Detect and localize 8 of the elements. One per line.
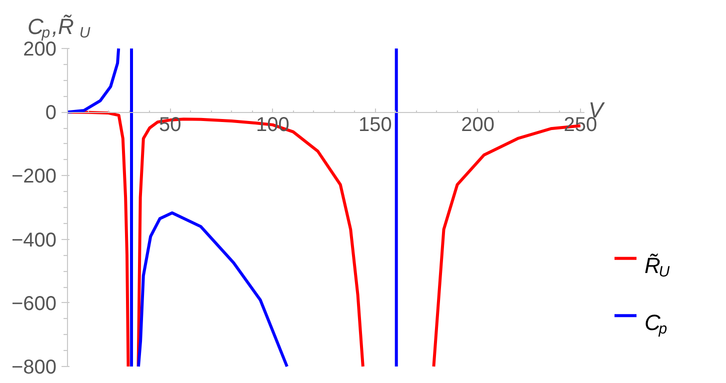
y-tick-label: −400 bbox=[11, 229, 57, 252]
y-tick-label: 0 bbox=[45, 102, 56, 124]
y-tick-label: −200 bbox=[11, 166, 57, 188]
x-tick-label: 200 bbox=[461, 114, 495, 136]
y-tick-label: −800 bbox=[11, 356, 57, 378]
y-tick-label: 200 bbox=[23, 38, 57, 60]
x-tick-label: 150 bbox=[358, 114, 392, 136]
y-tick-label: −600 bbox=[11, 292, 57, 315]
